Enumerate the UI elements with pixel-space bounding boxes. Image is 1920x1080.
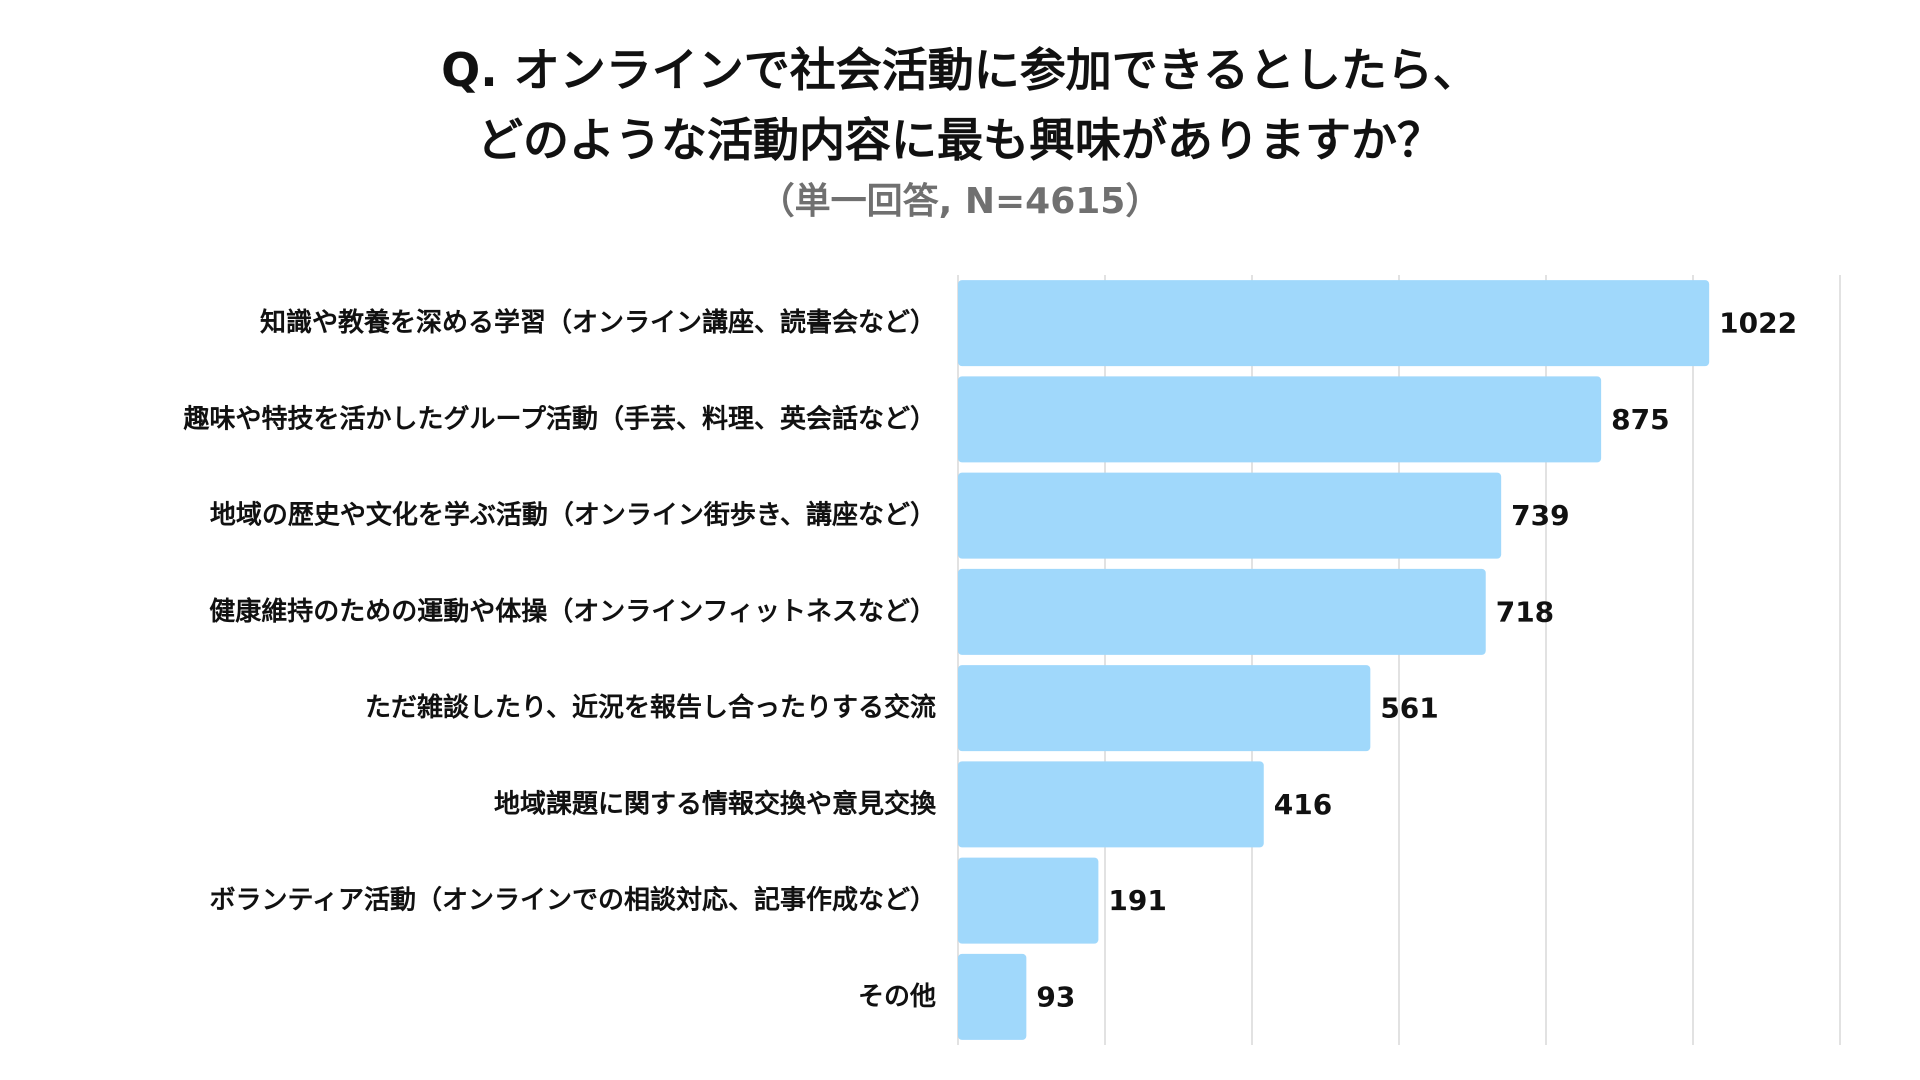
chart-title-line-1: Q. オンラインで社会活動に参加できるとしたら、 bbox=[441, 43, 1479, 97]
category-label-1: 趣味や特技を活かしたグループ活動（手芸、料理、英会話など） bbox=[183, 403, 936, 434]
category-label-3: 健康維持のための運動や体操（オンラインフィットネスなど） bbox=[209, 596, 936, 627]
value-label-4: 561 bbox=[1380, 692, 1438, 725]
bar-1 bbox=[958, 376, 1602, 463]
bar-3 bbox=[958, 568, 1486, 655]
category-label-6: ボランティア活動（オンラインでの相談対応、記事作成など） bbox=[210, 885, 936, 916]
value-label-6: 191 bbox=[1108, 884, 1166, 917]
bar-0 bbox=[958, 280, 1710, 367]
bar-6 bbox=[958, 857, 1099, 944]
category-label-0: 知識や教養を深める学習（オンライン講座、読書会など） bbox=[260, 307, 936, 338]
value-label-1: 875 bbox=[1611, 403, 1669, 436]
category-label-5: 地域課題に関する情報交換や意見交換 bbox=[494, 788, 937, 819]
bar-2 bbox=[958, 472, 1502, 559]
chart-title-line-2: どのような活動内容に最も興味がありますか？ bbox=[477, 113, 1443, 167]
value-label-7: 93 bbox=[1036, 980, 1075, 1013]
bar-5 bbox=[958, 761, 1264, 848]
chart-subtitle: （単一回答, N=4615） bbox=[758, 181, 1162, 222]
bar-4 bbox=[958, 665, 1371, 752]
bar-7 bbox=[958, 953, 1027, 1040]
category-label-7: その他 bbox=[858, 982, 936, 1012]
value-label-5: 416 bbox=[1274, 788, 1332, 821]
category-label-2: 地域の歴史や文化を学ぶ活動（オンライン街歩き、講座など） bbox=[210, 500, 936, 531]
value-label-3: 718 bbox=[1496, 595, 1554, 628]
value-label-2: 739 bbox=[1511, 499, 1569, 532]
category-label-4: ただ雑談したり、近況を報告し合ったりする交流 bbox=[365, 692, 936, 723]
value-label-0: 1022 bbox=[1719, 307, 1797, 340]
